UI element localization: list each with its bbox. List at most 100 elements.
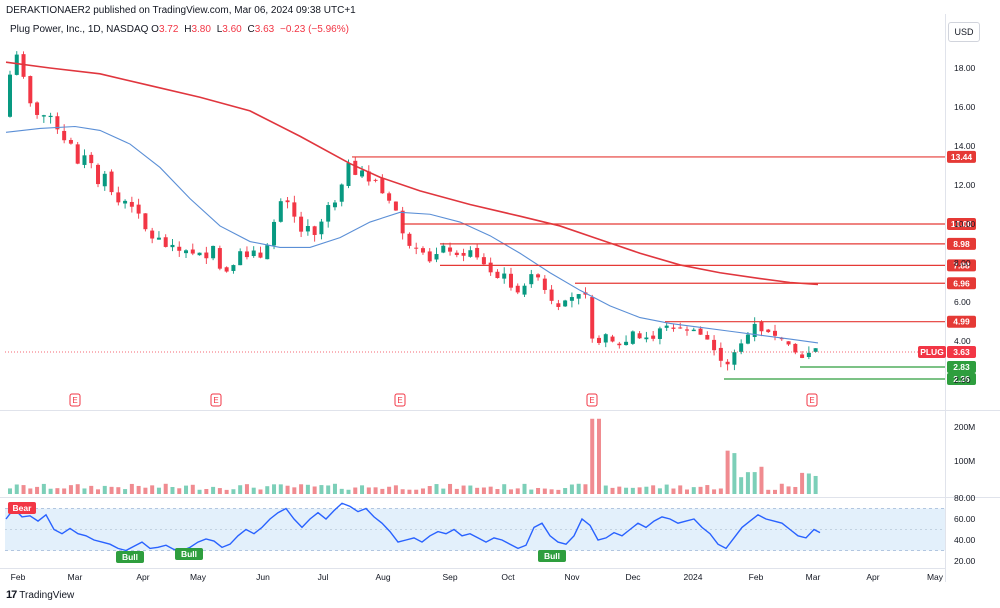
volume-bar: [62, 488, 67, 494]
candle-body: [251, 250, 256, 257]
volume-bar: [576, 483, 581, 494]
candle-body: [725, 361, 730, 365]
volume-bar: [691, 487, 696, 494]
candle-body: [529, 274, 534, 285]
time-tick-label: Aug: [375, 572, 390, 582]
last-price-symbol: PLUG: [920, 347, 944, 357]
volume-bar: [238, 485, 243, 494]
volume-bar: [725, 450, 730, 494]
volume-bar: [285, 485, 290, 494]
candle-body: [163, 237, 168, 247]
time-tick-label: May: [927, 572, 944, 582]
price-tick-label: 2.00: [954, 375, 971, 385]
price-tick-label: 12.00: [954, 180, 976, 190]
candle-body: [244, 251, 249, 258]
candle-body: [414, 247, 419, 249]
candle-body: [278, 201, 283, 222]
candle-body: [407, 233, 412, 246]
volume-bar: [813, 475, 818, 494]
candle-body: [211, 245, 216, 259]
candle-body: [630, 331, 635, 344]
volume-bar: [224, 489, 229, 494]
candle-body: [238, 251, 243, 266]
rsi-signal-label: Bull: [122, 552, 138, 562]
candle-body: [685, 329, 689, 331]
candle-body: [596, 337, 601, 343]
volume-bar: [806, 473, 811, 494]
time-tick-label: 2024: [684, 572, 703, 582]
candle-body: [258, 252, 263, 258]
volume-bar: [678, 485, 683, 494]
candle-body: [272, 221, 277, 246]
support-tag: [947, 373, 976, 385]
ohlc-open-value: 3.72: [158, 24, 179, 35]
candle-body: [129, 201, 134, 207]
volume-bar: [278, 484, 283, 494]
candle-body: [184, 250, 189, 254]
candle-body: [752, 323, 757, 338]
ohlc-close-label: C: [247, 24, 255, 35]
support-tag-label: 2.26: [953, 374, 970, 384]
volume-bar: [461, 485, 466, 494]
volume-bar: [35, 486, 40, 494]
candle-body: [68, 139, 73, 144]
volume-bar: [55, 488, 60, 494]
earnings-marker-label: E: [589, 396, 594, 405]
volume-bar: [68, 485, 73, 494]
price-tick-label: 8.00: [954, 258, 971, 268]
time-tick-label: Feb: [749, 572, 764, 582]
earnings-marker-label: E: [397, 396, 402, 405]
candle-body: [109, 171, 114, 193]
earnings-marker: [806, 393, 818, 407]
candle-body: [569, 297, 574, 301]
candle-body: [360, 170, 365, 177]
candle-body: [96, 164, 101, 185]
symbol-legend: Plug Power, Inc., 1D, NASDAQ O3.72 H3.80…: [10, 24, 352, 35]
last-price-value: 3.63: [953, 347, 970, 357]
rsi-line: [5, 502, 821, 552]
candle-body: [488, 262, 493, 273]
volume-bar: [651, 485, 656, 494]
earnings-marker: [210, 393, 222, 407]
volume-bar: [596, 418, 601, 494]
volume-bar: [583, 484, 588, 494]
volume-bar: [617, 486, 622, 494]
time-tick-label: Oct: [501, 572, 515, 582]
currency-button[interactable]: USD: [948, 22, 980, 42]
time-tick-label: Feb: [11, 572, 26, 582]
volume-bar: [75, 484, 80, 494]
candle-body: [678, 327, 683, 329]
volume-bar: [380, 488, 385, 494]
volume-bar: [366, 487, 371, 494]
candle-body: [698, 328, 703, 335]
sma-slow-line: [5, 61, 819, 286]
volume-bars: [8, 418, 818, 494]
volume-bar: [420, 488, 425, 494]
volume-bar: [48, 488, 53, 494]
candle-body: [420, 248, 425, 253]
time-tick-label: Apr: [136, 572, 149, 582]
volume-bar: [603, 485, 608, 494]
time-tick-label: Jun: [256, 572, 270, 582]
volume-tick-label: 100M: [954, 456, 975, 466]
volume-bar: [698, 486, 703, 494]
candle-body: [21, 54, 26, 77]
candle-body: [82, 155, 87, 165]
volume-bar: [346, 489, 351, 494]
candle-body: [48, 115, 53, 118]
candle-body: [305, 226, 310, 232]
rsi-tick-label: 40.00: [954, 535, 976, 545]
candle-body: [35, 102, 40, 115]
volume-bar: [8, 488, 12, 494]
candle-body: [285, 200, 290, 203]
volume-bar: [82, 488, 87, 494]
symbol-title[interactable]: Plug Power, Inc., 1D, NASDAQ: [10, 24, 149, 35]
volume-bar: [549, 489, 554, 494]
candle-body: [657, 328, 662, 339]
candle-body: [542, 278, 547, 290]
volume-bar: [786, 486, 791, 494]
support-tag-label: 2.83: [953, 362, 970, 372]
candle-body: [475, 247, 480, 258]
candle-body: [116, 192, 121, 203]
